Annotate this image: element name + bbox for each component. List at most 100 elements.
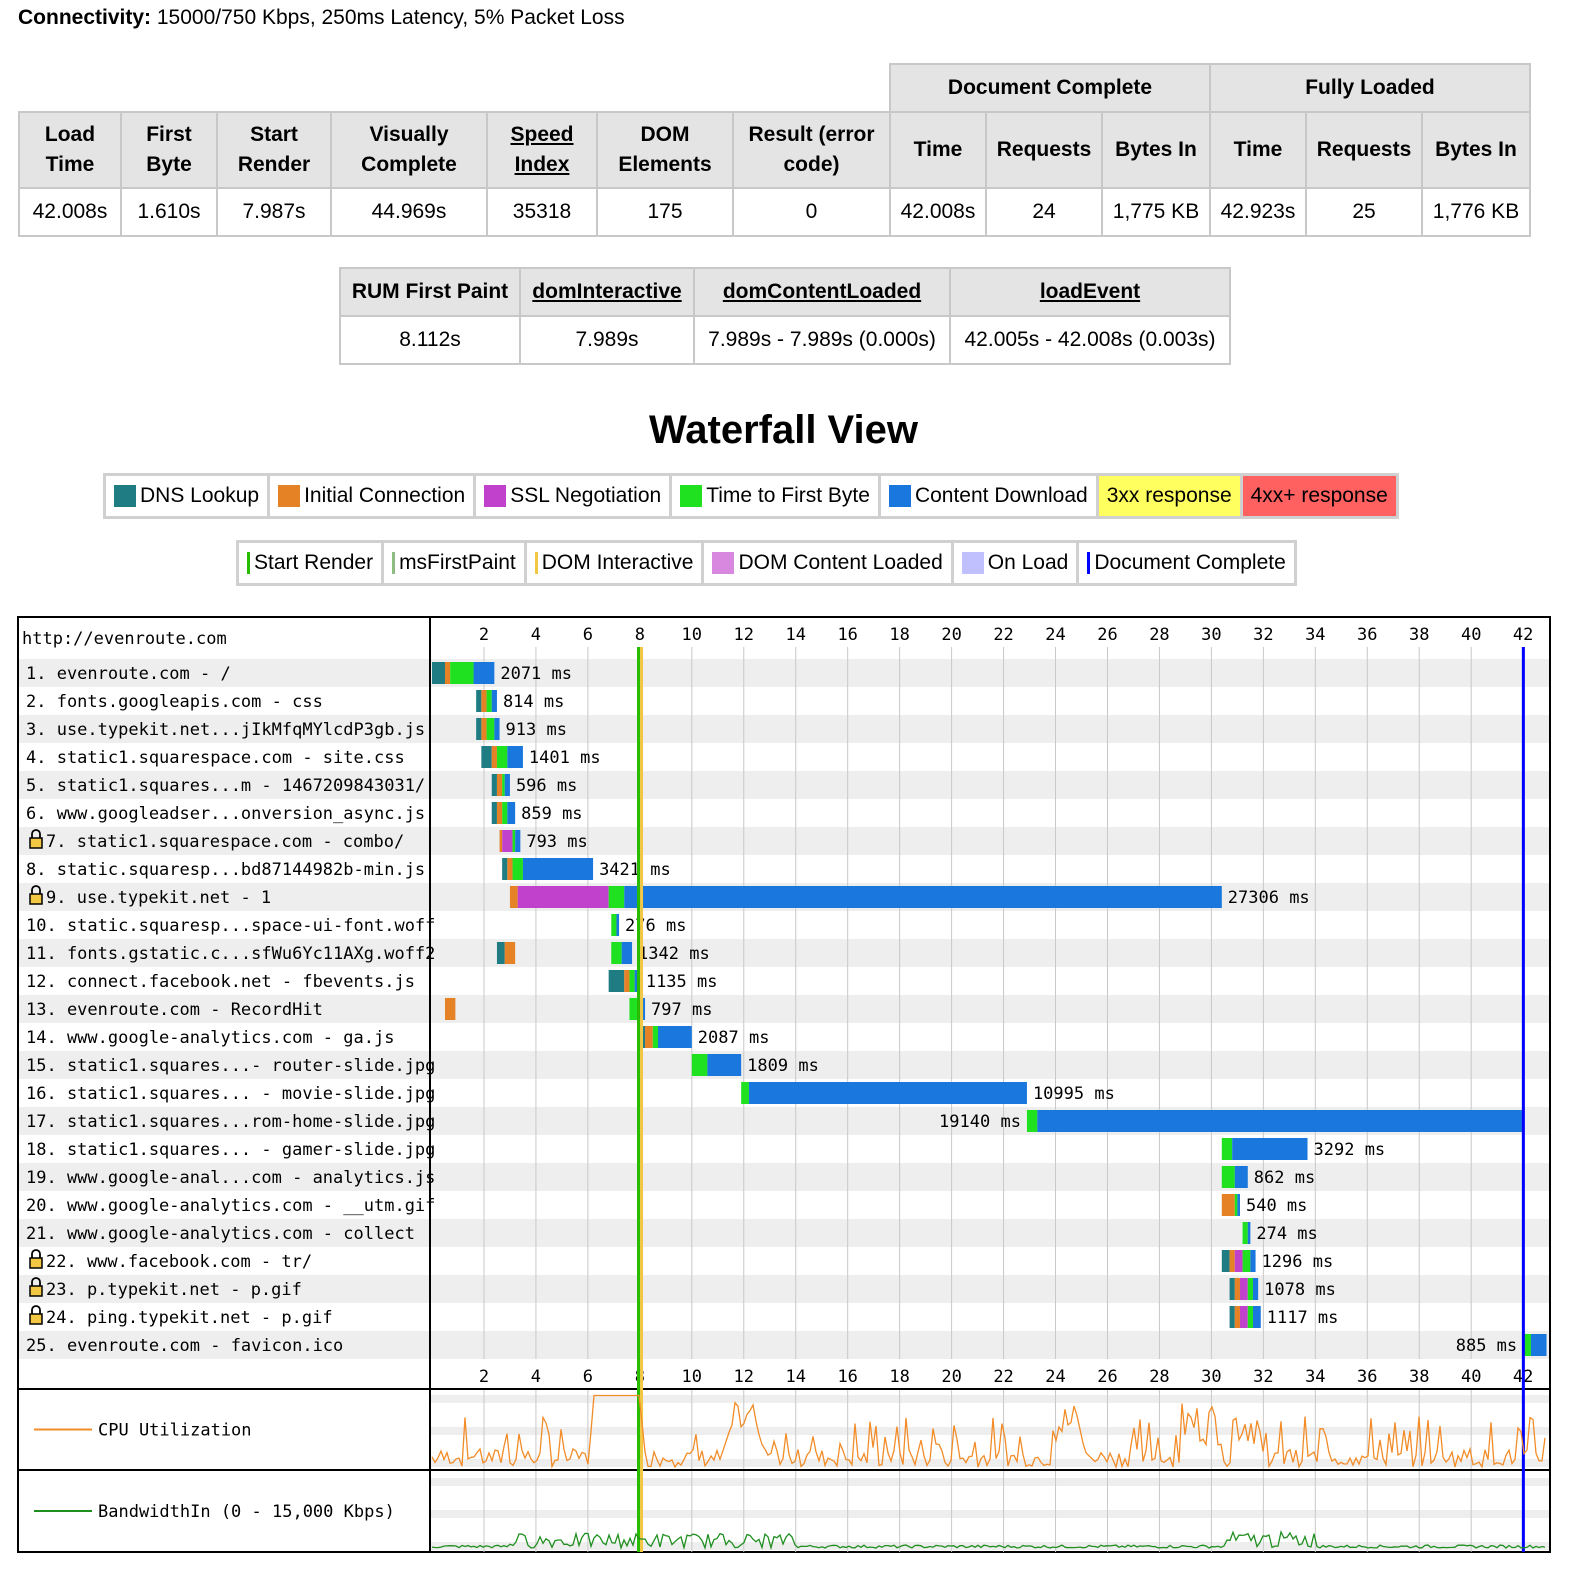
axis-tick-label-top: 16 <box>837 625 857 645</box>
event-legend: Start Render msFirstPaint DOM Interactiv… <box>236 540 1297 586</box>
request-bar-ttfb <box>512 858 523 880</box>
lock-icon <box>29 885 43 905</box>
request-duration: 1117 ms <box>1267 1308 1339 1328</box>
request-bar-dns <box>476 690 482 712</box>
header-dom-content-loaded[interactable]: domContentLoaded <box>693 267 951 317</box>
request-bar-dl <box>522 858 594 880</box>
request-label: 16. static1.squares... - movie-slide.jpg <box>26 1084 435 1104</box>
header-doc-requests: Requests <box>985 111 1103 189</box>
axis-tick-label-top: 8 <box>635 625 645 645</box>
request-bar-ttfb <box>486 718 495 740</box>
legend-dom-interactive-label: DOM Interactive <box>541 551 694 574</box>
dom-interactive-link[interactable]: domInteractive <box>532 280 682 303</box>
request-bar-conn <box>509 886 518 908</box>
axis-tick-label-top: 36 <box>1357 625 1377 645</box>
legend-3xx-label: 3xx response <box>1106 484 1232 507</box>
header-load-time: Load Time <box>18 111 122 189</box>
header-full-requests: Requests <box>1305 111 1423 189</box>
request-bar-dl <box>1037 1110 1524 1132</box>
axis-tick-label-top: 40 <box>1461 625 1481 645</box>
legend-3xx: 3xx response <box>1098 476 1240 516</box>
waterfall-title: Waterfall View <box>649 408 918 452</box>
request-bar-conn <box>624 970 630 992</box>
dom-content-loaded-link[interactable]: domContentLoaded <box>722 280 922 303</box>
axis-tick-label-top: 30 <box>1201 625 1221 645</box>
header-dom-interactive[interactable]: domInteractive <box>519 267 695 317</box>
axis-tick-label-top: 28 <box>1149 625 1169 645</box>
axis-tick-label-bottom: 2 <box>479 1367 489 1387</box>
legend-connection-label: Initial Connection <box>304 484 466 507</box>
request-label: 5. static1.squares...m - 1467209843031/ <box>26 776 425 796</box>
lock-body <box>29 893 43 905</box>
request-bar-ttfb <box>1221 1166 1235 1188</box>
axis-tick-label-top: 6 <box>583 625 593 645</box>
legend-4xx: 4xx+ response <box>1242 476 1396 516</box>
request-bar-dl <box>1530 1334 1547 1356</box>
value-load-time: 42.008s <box>18 187 122 237</box>
request-duration: 276 ms <box>625 916 686 936</box>
request-label: 23. p.typekit.net - p.gif <box>46 1280 302 1300</box>
request-label: 9. use.typekit.net - 1 <box>46 888 271 908</box>
value-dom-content-loaded: 7.989s - 7.989s (0.000s) <box>693 315 951 365</box>
request-duration: 793 ms <box>526 832 587 852</box>
axis-tick-label-bottom: 16 <box>837 1367 857 1387</box>
dom-interactive-line-icon <box>534 552 538 574</box>
axis-tick-label-bottom: 18 <box>889 1367 909 1387</box>
header-load-event[interactable]: loadEvent <box>949 267 1231 317</box>
request-bar-ssl <box>502 830 513 852</box>
connectivity-line: Connectivity: 15000/750 Kbps, 250ms Late… <box>18 6 625 30</box>
request-bar-dns <box>1229 1278 1235 1300</box>
lock-shackle <box>31 1305 41 1314</box>
request-bar-dl <box>473 662 495 684</box>
cpu-utilization-line <box>431 1394 1546 1470</box>
legend-on-load-label: On Load <box>987 551 1069 574</box>
request-label: 7. static1.squarespace.com - combo/ <box>46 832 404 852</box>
lock-icon <box>29 829 43 849</box>
request-bar-ttfb <box>496 746 508 768</box>
axis-tick-label-bottom: 12 <box>734 1367 754 1387</box>
request-duration: 1078 ms <box>1264 1280 1336 1300</box>
phase-legend: DNS Lookup Initial Connection SSL Negoti… <box>103 473 1399 519</box>
value-dom-interactive: 7.989s <box>519 315 695 365</box>
bandwidth-label: BandwidthIn (0 - 15,000 Kbps) <box>98 1502 395 1522</box>
request-bar-ttfb <box>629 998 640 1020</box>
connection-swatch-icon <box>278 485 301 507</box>
axis-tick-label-top: 4 <box>531 625 541 645</box>
request-label: 21. www.google-analytics.com - collect <box>26 1224 415 1244</box>
request-label: 15. static1.squares...- router-slide.jpg <box>26 1056 435 1076</box>
lock-body <box>29 1313 43 1325</box>
request-bar-dl <box>491 690 497 712</box>
header-result: Result (error code) <box>732 111 891 189</box>
request-bar-dl <box>1247 1222 1251 1244</box>
connectivity-value: 15000/750 Kbps, 250ms Latency, 5% Packet… <box>156 6 625 29</box>
request-bar-conn <box>481 718 487 740</box>
header-doc-time: Time <box>889 111 987 189</box>
value-visually-complete: 44.969s <box>330 187 488 237</box>
header-speed-index[interactable]: Speed Index <box>486 111 598 189</box>
request-bar-conn <box>507 858 513 880</box>
value-dom-elements: 175 <box>596 187 734 237</box>
request-label: 11. fonts.gstatic.c...sfWu6Yc11AXg.woff2 <box>26 944 435 964</box>
request-label: 22. www.facebook.com - tr/ <box>46 1252 312 1272</box>
value-full-time: 42.923s <box>1209 187 1307 237</box>
legend-ssl: SSL Negotiation <box>476 476 670 516</box>
fully-loaded-header: Fully Loaded <box>1209 63 1531 113</box>
request-bar-dns <box>491 802 497 824</box>
speed-index-link[interactable]: Speed Index <box>510 123 574 176</box>
axis-tick-label-top: 38 <box>1409 625 1429 645</box>
legend-4xx-label: 4xx+ response <box>1250 484 1388 507</box>
request-bar-ttfb <box>450 662 474 684</box>
value-doc-requests: 24 <box>985 187 1103 237</box>
download-swatch-icon <box>888 485 911 507</box>
value-speed-index: 35318 <box>486 187 598 237</box>
request-bar-dns <box>476 718 482 740</box>
legend-ttfb-label: Time to First Byte <box>706 484 870 507</box>
request-bar-conn <box>1221 1194 1235 1216</box>
legend-on-load: On Load <box>953 543 1077 583</box>
header-doc-bytes: Bytes In <box>1101 111 1211 189</box>
load-event-link[interactable]: loadEvent <box>1039 280 1141 303</box>
request-label: 10. static.squaresp...space-ui-font.woff <box>26 916 435 936</box>
legend-document-complete-label: Document Complete <box>1094 551 1286 574</box>
axis-tick-label-bottom: 30 <box>1201 1367 1221 1387</box>
request-duration: 540 ms <box>1246 1196 1307 1216</box>
